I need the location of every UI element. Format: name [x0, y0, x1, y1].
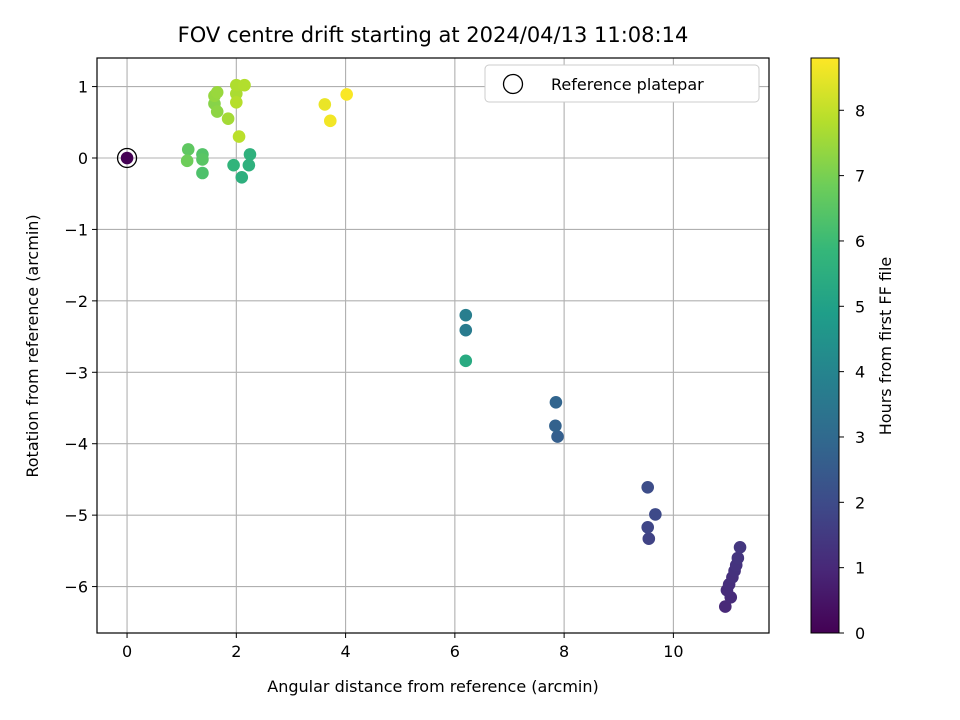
data-point — [731, 551, 745, 565]
y-tick-label: 0 — [78, 149, 88, 168]
colorbar-tick-label: 7 — [855, 167, 865, 186]
data-point — [227, 158, 240, 172]
colorbar-ticks: 0 1 2 3 4 5 6 7 8 — [839, 101, 865, 643]
y-tick-label: −5 — [64, 506, 88, 525]
colorbar-tick-label: 0 — [855, 624, 865, 643]
colorbar-tick-label: 1 — [855, 559, 865, 578]
y-tick-label: −2 — [64, 292, 88, 311]
data-point — [196, 166, 209, 180]
data-point — [238, 78, 251, 92]
data-point — [232, 130, 246, 143]
data-point — [551, 430, 564, 443]
colorbar-tick-label: 8 — [855, 101, 865, 120]
y-axis-ticks: 1 0 −1 −2 −3 −4 −5 −6 — [64, 78, 97, 597]
y-tick-label: −1 — [64, 220, 88, 239]
legend-box — [484, 64, 760, 103]
plot-frame — [96, 57, 770, 634]
data-point — [642, 532, 656, 546]
data-point — [323, 114, 337, 128]
colorbar-tick-label: 3 — [855, 428, 865, 447]
grid-lines — [97, 58, 769, 633]
y-tick-label: −3 — [64, 363, 88, 382]
data-point — [649, 508, 662, 521]
x-tick-label: 2 — [231, 642, 241, 661]
x-tick-label: 0 — [122, 642, 132, 661]
data-point — [235, 170, 249, 184]
x-tick-label: 8 — [559, 642, 569, 661]
data-point — [641, 520, 655, 534]
data-point — [230, 95, 243, 109]
data-point — [210, 105, 224, 118]
data-point — [549, 395, 563, 409]
data-point — [459, 323, 473, 337]
data-point — [196, 153, 209, 166]
data-point — [318, 98, 332, 111]
legend-reference-marker — [502, 73, 524, 95]
x-tick-label: 10 — [663, 642, 683, 661]
x-tick-label: 4 — [340, 642, 350, 661]
data-point — [641, 480, 655, 494]
data-points — [120, 78, 747, 613]
colorbar-tick-label: 2 — [855, 493, 865, 512]
legend-reference-label: Reference platepar — [551, 75, 704, 94]
chart-title: FOV centre drift starting at 2024/04/13 … — [178, 23, 689, 47]
data-point — [180, 154, 194, 168]
colorbar-tick-label: 6 — [855, 232, 865, 251]
data-point — [459, 354, 473, 368]
data-point — [549, 419, 562, 433]
y-tick-label: −6 — [64, 578, 88, 597]
colorbar-tick-label: 4 — [855, 363, 865, 382]
colorbar-tick-label: 5 — [855, 297, 865, 316]
data-point — [340, 88, 353, 101]
data-point — [733, 540, 747, 554]
y-tick-label: 1 — [78, 78, 88, 97]
x-tick-label: 6 — [450, 642, 460, 661]
data-point — [459, 308, 473, 322]
reference-marker — [116, 147, 138, 169]
data-point — [120, 151, 134, 165]
x-axis-ticks: 0 2 4 6 8 10 — [122, 633, 684, 661]
data-point — [221, 112, 235, 126]
y-axis-label: Rotation from reference (arcmin) — [23, 214, 42, 477]
y-tick-label: −4 — [64, 435, 88, 454]
data-point — [718, 600, 732, 613]
colorbar — [810, 57, 840, 634]
x-axis-label: Angular distance from reference (arcmin) — [267, 677, 598, 696]
data-point — [210, 85, 224, 99]
data-point — [181, 143, 195, 156]
colorbar-label: Hours from first FF file — [876, 257, 895, 436]
data-point — [242, 158, 256, 172]
legend: Reference platepar — [484, 64, 760, 103]
data-point — [243, 148, 257, 161]
reference-platepar-marker — [116, 147, 138, 169]
